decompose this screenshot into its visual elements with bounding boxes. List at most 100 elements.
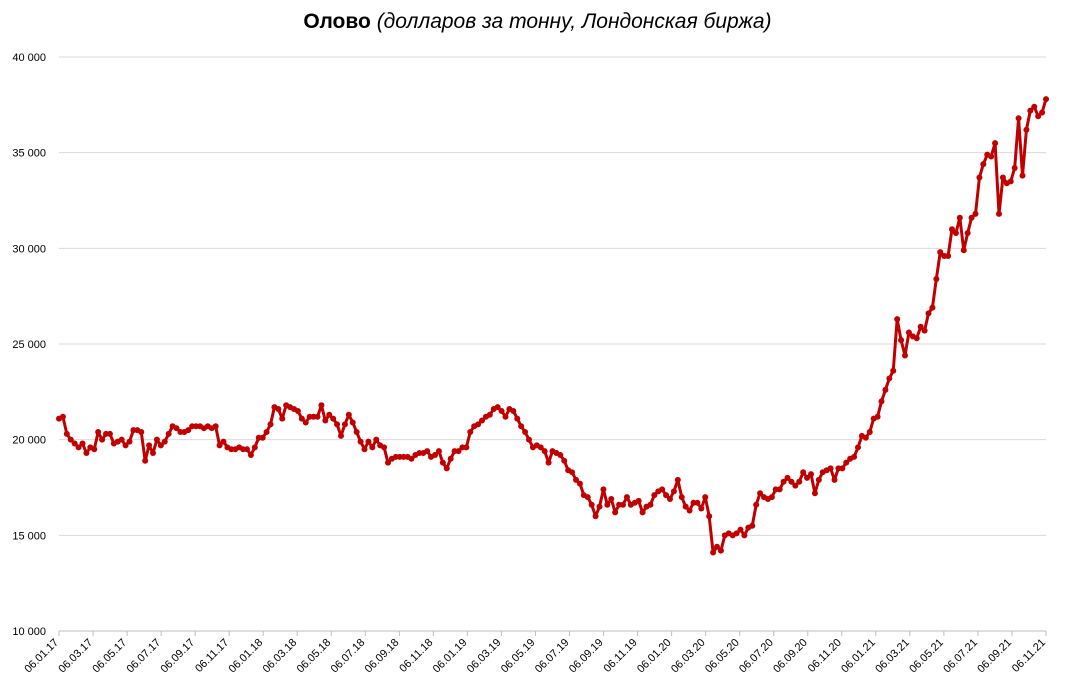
x-tick-label: 06.05.20: [703, 637, 742, 676]
x-tick-label: 06.09.20: [771, 637, 810, 676]
data-point: [118, 436, 125, 443]
data-point: [584, 494, 591, 501]
data-point: [106, 430, 113, 437]
data-point: [557, 451, 564, 458]
x-tick-label: 06.05.21: [907, 637, 946, 676]
data-point: [373, 436, 380, 443]
data-point: [259, 434, 266, 441]
data-point: [1011, 164, 1018, 171]
data-point: [866, 429, 873, 436]
data-point: [279, 415, 286, 422]
data-point: [95, 429, 102, 436]
data-point: [674, 476, 681, 483]
x-tick-label: 06.09.17: [158, 637, 197, 676]
gridlines: [59, 56, 1046, 536]
x-tick-label: 06.03.20: [669, 637, 708, 676]
data-point: [1043, 96, 1049, 103]
data-point: [432, 451, 438, 458]
data-point: [925, 310, 932, 317]
data-point: [686, 507, 693, 514]
data-point: [514, 415, 521, 422]
data-point: [161, 438, 168, 445]
data-point: [753, 501, 760, 508]
data-point: [913, 335, 920, 342]
x-tick-label: 06.01.17: [22, 637, 61, 676]
data-point: [573, 476, 579, 483]
x-tick-label: 06.01.20: [635, 637, 674, 676]
data-point: [831, 476, 838, 483]
data-point: [1019, 172, 1026, 179]
x-tick-labels: 06.01.1706.03.1706.05.1706.07.1706.09.17…: [22, 637, 1048, 676]
data-point: [682, 503, 689, 510]
x-tick-label: 06.07.21: [941, 637, 980, 676]
data-point: [882, 386, 889, 393]
data-point: [698, 505, 705, 512]
axes: [58, 630, 1047, 636]
data-point: [122, 442, 129, 449]
data-point: [878, 398, 885, 405]
data-point: [502, 413, 509, 420]
data-point: [447, 455, 454, 462]
data-point: [604, 501, 611, 508]
data-point: [67, 436, 74, 443]
y-tick-labels: 10 000 15 000 20 000 25 000 30 000 35 000 40 0…: [12, 52, 46, 638]
data-point: [467, 429, 474, 436]
x-tick-label: 06.05.19: [499, 637, 538, 676]
data-point: [173, 425, 180, 432]
data-point: [741, 532, 748, 539]
data-point: [443, 465, 450, 472]
data-point: [1031, 103, 1038, 110]
series-points: [56, 96, 1049, 556]
data-point: [796, 478, 803, 485]
data-point: [612, 509, 619, 516]
data-point: [949, 226, 955, 233]
data-point: [267, 421, 274, 428]
x-tick-label: 06.03.19: [465, 637, 504, 676]
data-point: [588, 501, 595, 508]
data-point: [706, 513, 713, 520]
data-point: [917, 323, 924, 330]
data-point: [526, 436, 532, 443]
data-point: [142, 457, 149, 464]
data-point: [338, 432, 344, 439]
y-tick-label: 15 000: [12, 530, 46, 542]
data-point: [150, 450, 156, 457]
data-point: [212, 423, 219, 430]
x-tick-label: 06.05.17: [90, 637, 129, 676]
data-point: [717, 547, 724, 554]
data-point: [334, 421, 341, 428]
data-point: [357, 438, 364, 445]
data-point: [647, 501, 654, 508]
data-point: [596, 503, 603, 510]
data-point: [620, 501, 626, 508]
data-point: [635, 497, 642, 504]
data-point: [780, 478, 787, 485]
data-point: [455, 448, 462, 455]
x-tick-label: 06.11.17: [193, 637, 231, 675]
chart-title: Олово (долларов за тонну, Лондонская бир…: [0, 10, 1075, 34]
data-point: [815, 476, 822, 483]
data-point: [749, 522, 756, 529]
data-point: [663, 492, 670, 499]
x-tick-label: 06.07.19: [533, 637, 572, 676]
data-point: [1015, 115, 1022, 122]
data-point: [75, 444, 82, 451]
x-tick-label: 06.05.18: [295, 637, 334, 676]
data-point: [486, 411, 493, 418]
data-point: [776, 486, 783, 493]
data-point: [345, 411, 352, 418]
data-point: [138, 429, 145, 436]
data-point: [839, 465, 846, 472]
data-point: [341, 421, 348, 428]
data-point: [804, 474, 811, 481]
y-tick-label: 40 000: [12, 52, 46, 64]
data-point: [537, 444, 544, 451]
data-point: [702, 494, 709, 501]
x-tick-label: 06.07.17: [124, 637, 163, 676]
data-point: [576, 480, 583, 487]
chart-subtitle: (долларов за тонну, Лондонская биржа): [376, 10, 772, 33]
data-point: [890, 367, 897, 374]
data-point: [314, 413, 321, 420]
data-point: [768, 494, 775, 501]
data-point: [592, 513, 599, 520]
